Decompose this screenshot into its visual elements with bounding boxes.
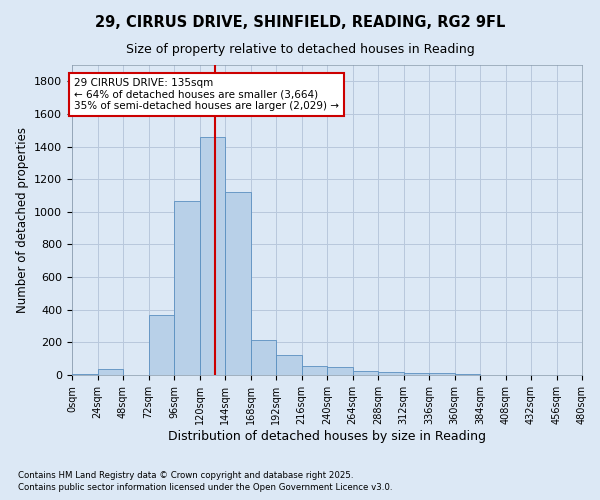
Text: Contains HM Land Registry data © Crown copyright and database right 2025.: Contains HM Land Registry data © Crown c…	[18, 471, 353, 480]
Y-axis label: Number of detached properties: Number of detached properties	[16, 127, 29, 313]
Bar	[72, 374, 97, 375]
Bar	[251, 340, 276, 375]
Bar	[327, 367, 353, 375]
Text: Contains public sector information licensed under the Open Government Licence v3: Contains public sector information licen…	[18, 484, 392, 492]
Text: 29, CIRRUS DRIVE, SHINFIELD, READING, RG2 9FL: 29, CIRRUS DRIVE, SHINFIELD, READING, RG…	[95, 15, 505, 30]
Bar	[378, 372, 404, 375]
Bar	[353, 371, 378, 375]
Bar	[174, 201, 199, 375]
Bar	[149, 314, 174, 375]
Text: Size of property relative to detached houses in Reading: Size of property relative to detached ho…	[125, 42, 475, 56]
Bar	[225, 192, 251, 375]
Bar	[276, 354, 302, 375]
Text: 29 CIRRUS DRIVE: 135sqm
← 64% of detached houses are smaller (3,664)
35% of semi: 29 CIRRUS DRIVE: 135sqm ← 64% of detache…	[74, 78, 339, 112]
Bar	[302, 366, 327, 375]
Bar	[455, 374, 480, 375]
X-axis label: Distribution of detached houses by size in Reading: Distribution of detached houses by size …	[168, 430, 486, 442]
Bar	[429, 374, 455, 375]
Bar	[97, 370, 123, 375]
Bar	[199, 137, 225, 375]
Bar	[404, 373, 429, 375]
